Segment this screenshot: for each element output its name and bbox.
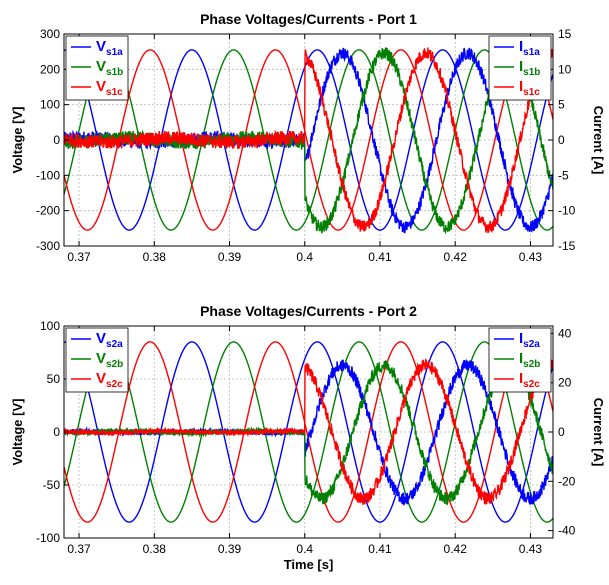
y-tick-label: -100 [36,168,60,182]
y-tick-label: 200 [40,62,60,76]
y-tick-label: 0 [53,133,60,147]
y-axis-label: Voltage [V] [10,399,25,466]
legend-entry: Is1b [519,58,540,78]
x-tick-label: 0.37 [67,250,91,264]
x-tick-label: 0.38 [143,250,167,264]
x-tick-label: 0.37 [67,542,91,556]
legend-entry: Vs1b [96,58,123,78]
y-axis-label: Voltage [V] [10,107,25,174]
legend-entry: Vs1a [96,38,123,58]
y2-tick-label: 20 [558,376,572,390]
y2-tick-label: 10 [558,62,572,76]
x-tick-label: 0.4 [296,250,313,264]
chart-title: Phase Voltages/Currents - Port 1 [200,11,417,27]
y-tick-label: 50 [47,372,61,386]
y-tick-label: 0 [53,425,60,439]
x-tick-label: 0.4 [296,542,313,556]
chart-panel-2: Phase Voltages/Currents - Port 2 0.37 0.38… [10,303,606,572]
series-voltage-a [64,341,553,523]
legend-entry: Is1a [519,38,540,58]
y2-tick-label: -5 [558,168,569,182]
y2-tick-label: 15 [558,27,572,41]
legend-entry: Is1c [519,78,540,98]
series-voltage-b [64,341,553,523]
x-tick-label: 0.42 [444,250,468,264]
legend-entry: Vs2b [96,350,123,370]
legend-entry: Vs1c [96,78,123,98]
y2-tick-label: 5 [558,98,565,112]
chart-title: Phase Voltages/Currents - Port 2 [200,303,417,319]
x-tick-label: 0.41 [368,250,392,264]
series-current-c [64,46,553,234]
y2-tick-label: -15 [558,239,576,253]
series-voltage-c [64,49,553,231]
y2-tick-label: 0 [558,133,565,147]
x-tick-label: 0.43 [519,250,543,264]
y-tick-label: 300 [40,27,60,41]
y2-axis-label: Current [A] [591,106,606,175]
x-tick-label: 0.41 [368,542,392,556]
chart-panel-1: Phase Voltages/Currents - Port 1 0.37 0.38… [10,11,606,264]
y2-axis-label: Current [A] [591,398,606,467]
y-tick-label: 100 [40,98,60,112]
legend-entry: Is2b [519,350,540,370]
y-tick-label: -300 [36,239,60,253]
y2-tick-label: -40 [558,524,576,538]
legend-entry: Is2a [519,330,540,350]
y2-tick-label: -20 [558,474,576,488]
series-current-b [64,360,553,506]
x-tick-label: 0.38 [143,542,167,556]
x-tick-label: 0.42 [444,542,468,556]
legend-entry: Vs2c [96,370,123,390]
x-tick-label: 0.43 [519,542,543,556]
series-current-c [64,358,553,505]
x-tick-label: 0.39 [218,542,242,556]
y-tick-label: 100 [40,319,60,333]
x-tick-label: 0.39 [218,250,242,264]
y-tick-label: -200 [36,204,60,218]
legend-entry: Vs2a [96,330,123,350]
y2-tick-label: -10 [558,204,576,218]
x-axis-label: Time [s] [284,557,334,572]
y-tick-label: -50 [43,478,61,492]
legend-entry: Is2c [519,370,540,390]
y2-tick-label: 0 [558,425,565,439]
y-tick-label: -100 [36,531,60,545]
y2-tick-label: 40 [558,326,572,340]
